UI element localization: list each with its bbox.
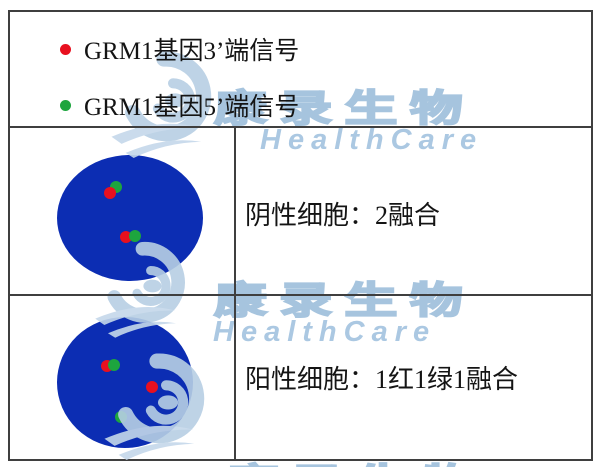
legend-item-5prime: GRM1基因5’端信号	[60, 87, 299, 123]
legend-item-3prime: GRM1基因3’端信号	[60, 31, 299, 67]
negative-cell-nucleus	[57, 155, 203, 281]
positive-cell-label: 阳性细胞：1红1绿1融合	[245, 365, 519, 394]
green-signal-dot-icon	[128, 229, 141, 242]
probe-legend-table: GRM1基因3’端信号 GRM1基因5’端信号 阴性细胞：2融合 阳性细胞：1红…	[8, 10, 593, 461]
green-signal-dot-icon	[108, 359, 121, 372]
column-divider	[234, 126, 236, 459]
legend-label-5prime: GRM1基因5’端信号	[84, 94, 300, 121]
green-signal-dot-icon	[60, 99, 71, 111]
row-divider	[10, 294, 591, 296]
red-signal-dot-icon	[60, 43, 71, 55]
green-signal-dot-icon	[115, 410, 128, 423]
legend-label-3prime: GRM1基因3’端信号	[84, 38, 300, 65]
row-divider	[10, 126, 591, 128]
positive-cell-nucleus	[57, 317, 193, 448]
negative-cell-label: 阴性细胞：2融合	[245, 201, 441, 230]
red-signal-dot-icon	[145, 381, 158, 394]
red-signal-dot-icon	[103, 187, 116, 200]
